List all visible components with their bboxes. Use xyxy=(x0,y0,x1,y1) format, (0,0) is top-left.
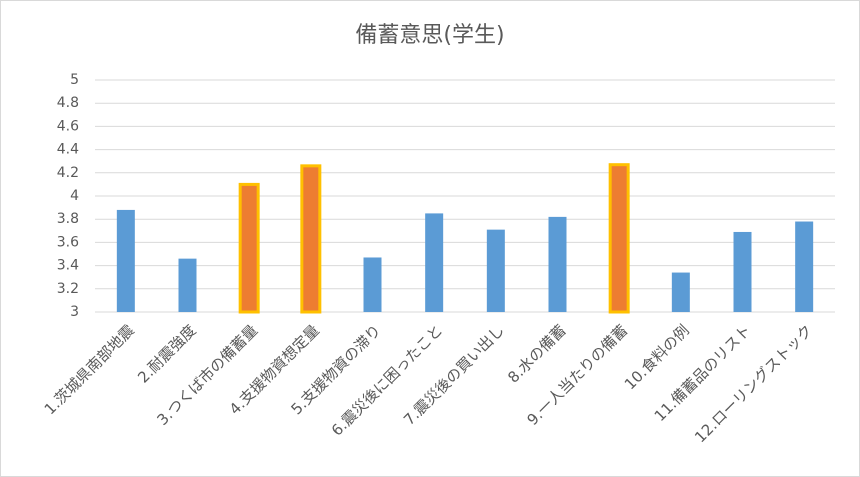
y-tick-label: 3.2 xyxy=(57,281,79,297)
y-tick-label: 4.4 xyxy=(57,142,79,158)
bar xyxy=(116,209,135,312)
bar xyxy=(300,164,322,314)
bar xyxy=(178,258,197,312)
bar xyxy=(795,221,814,312)
bar xyxy=(548,216,567,312)
bar xyxy=(425,213,444,312)
y-tick-label: 3.8 xyxy=(57,211,79,227)
y-tick-label: 4.8 xyxy=(57,95,79,111)
bar xyxy=(238,182,260,314)
bar xyxy=(363,257,382,312)
bar xyxy=(486,229,505,312)
bar xyxy=(733,231,752,312)
y-tick-label: 4 xyxy=(70,188,79,204)
bar xyxy=(671,272,690,312)
y-tick-label: 5 xyxy=(70,72,79,88)
chart-title: 備蓄意思(学生) xyxy=(355,23,504,48)
y-tick-label: 3.4 xyxy=(57,258,79,274)
y-tick-label: 3 xyxy=(70,304,79,320)
bar xyxy=(608,163,630,314)
y-tick-label: 4.2 xyxy=(57,165,79,181)
y-tick-label: 3.6 xyxy=(57,234,79,250)
y-tick-label: 4.6 xyxy=(57,118,79,134)
